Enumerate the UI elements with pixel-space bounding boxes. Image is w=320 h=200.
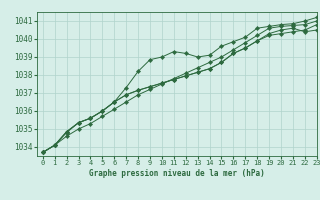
X-axis label: Graphe pression niveau de la mer (hPa): Graphe pression niveau de la mer (hPa) xyxy=(89,169,265,178)
